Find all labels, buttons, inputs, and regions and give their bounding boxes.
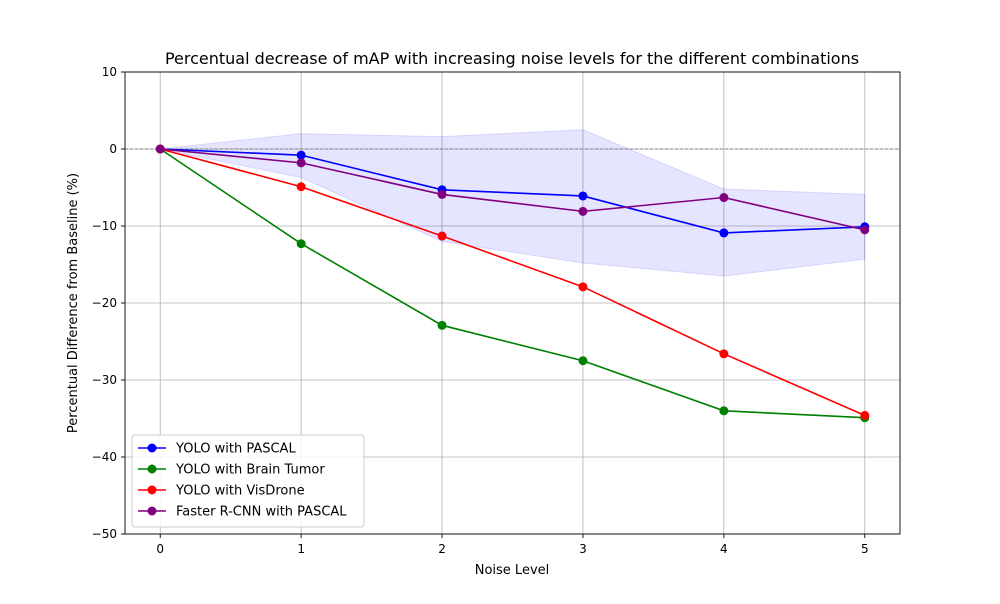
x-tick-label: 3	[579, 542, 587, 556]
legend-marker	[147, 443, 157, 453]
data-point	[437, 231, 447, 241]
data-point	[296, 158, 306, 168]
data-point	[578, 282, 588, 292]
y-axis-label: Percentual Difference from Baseline (%)	[66, 173, 81, 433]
legend-label: YOLO with Brain Tumor	[175, 463, 325, 478]
legend-marker	[147, 506, 157, 516]
x-tick-label: 1	[297, 542, 305, 556]
series-line-1	[159, 148, 865, 419]
data-point	[719, 228, 729, 238]
data-point	[296, 239, 306, 249]
series-line-0	[160, 148, 865, 234]
data-point	[719, 349, 729, 359]
y-tick-label: −50	[92, 527, 117, 541]
data-point	[296, 182, 306, 192]
data-point	[155, 144, 165, 154]
y-tick-label: −40	[92, 450, 117, 464]
data-point	[437, 189, 447, 199]
legend-label: YOLO with PASCAL	[175, 442, 296, 457]
data-point	[578, 191, 588, 201]
series-line-2	[160, 148, 866, 417]
data-point	[578, 206, 588, 216]
x-tick-label: 4	[720, 542, 728, 556]
y-tick-label: −20	[92, 296, 117, 310]
data-point	[860, 410, 870, 420]
y-tick-label: −10	[92, 219, 117, 233]
data-point	[719, 193, 729, 203]
y-tick-label: 0	[109, 142, 117, 156]
legend-label: Faster R-CNN with PASCAL	[176, 505, 347, 520]
chart-title: Percentual decrease of mAP with increasi…	[165, 49, 859, 68]
legend-marker	[147, 464, 157, 474]
data-point	[578, 356, 588, 366]
x-axis-label: Noise Level	[475, 563, 550, 578]
data-point	[296, 150, 306, 160]
legend-box	[131, 434, 365, 528]
series-line-3	[160, 148, 865, 231]
y-tick-label: −30	[92, 373, 117, 387]
data-point	[860, 225, 870, 235]
legend-marker	[147, 485, 157, 495]
data-point	[719, 406, 729, 416]
data-point	[437, 320, 447, 330]
legend-label: YOLO with VisDrone	[175, 484, 305, 499]
x-tick-label: 0	[156, 542, 164, 556]
x-tick-label: 2	[438, 542, 446, 556]
x-tick-label: 5	[861, 542, 869, 556]
y-tick-label: 10	[102, 65, 117, 79]
